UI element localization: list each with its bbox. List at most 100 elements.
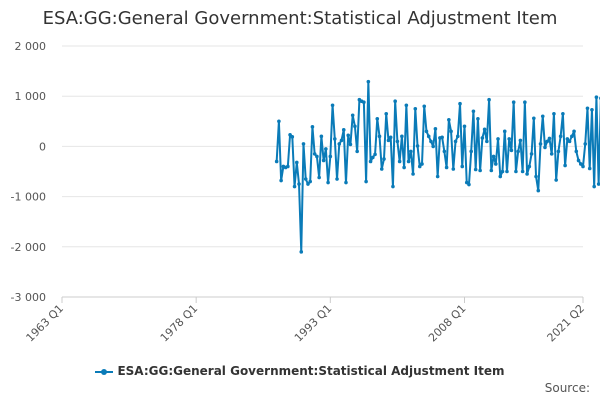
series-line xyxy=(275,80,600,253)
data-point xyxy=(333,137,337,141)
data-point xyxy=(473,167,478,172)
data-point xyxy=(339,138,344,143)
data-point xyxy=(502,129,507,134)
data-point xyxy=(509,148,514,153)
data-point xyxy=(547,136,552,141)
data-point xyxy=(388,135,393,140)
data-point xyxy=(411,172,415,176)
y-tick-label: 2 000 xyxy=(15,40,47,53)
data-point xyxy=(532,116,536,121)
data-point xyxy=(534,174,538,179)
data-point xyxy=(315,154,319,159)
data-point xyxy=(523,100,527,105)
data-point xyxy=(420,162,424,166)
data-point xyxy=(382,157,386,161)
data-point xyxy=(493,162,498,166)
x-tick-label: 1978 Q1 xyxy=(158,302,201,345)
data-point xyxy=(306,182,310,186)
data-point xyxy=(391,184,395,189)
data-point xyxy=(335,177,339,181)
data-point xyxy=(447,117,451,122)
data-point xyxy=(409,149,413,154)
data-point xyxy=(424,129,429,134)
data-point xyxy=(406,159,411,164)
data-point xyxy=(478,168,482,173)
data-point xyxy=(299,250,304,254)
data-point xyxy=(491,154,496,159)
data-point xyxy=(489,168,494,173)
x-tick-label: 1963 Q1 xyxy=(24,302,67,345)
data-point xyxy=(529,152,534,156)
data-point xyxy=(435,174,440,179)
data-point xyxy=(578,162,583,166)
data-point xyxy=(326,180,330,185)
data-point xyxy=(453,139,458,144)
data-point xyxy=(592,184,596,189)
data-point xyxy=(496,137,500,141)
data-point xyxy=(277,119,281,124)
data-point xyxy=(442,149,447,154)
data-point xyxy=(413,106,418,111)
data-point xyxy=(538,142,543,146)
data-point xyxy=(294,160,299,165)
data-point xyxy=(570,134,574,139)
data-point xyxy=(350,113,355,118)
x-tick-label: 2008 Q1 xyxy=(426,302,469,345)
data-point xyxy=(469,149,474,154)
data-point xyxy=(377,134,382,139)
data-point xyxy=(467,182,471,187)
data-point xyxy=(449,129,453,134)
y-tick-label: 0 xyxy=(39,140,46,153)
data-point xyxy=(364,179,368,184)
legend-label: ESA:GG:General Government:Statistical Ad… xyxy=(117,364,505,378)
data-point xyxy=(328,154,333,159)
data-point xyxy=(321,158,326,163)
data-point xyxy=(373,152,377,157)
data-point xyxy=(596,182,600,186)
data-point xyxy=(375,116,380,121)
data-point xyxy=(426,134,431,139)
data-point xyxy=(594,95,599,99)
data-point xyxy=(540,114,545,119)
data-point xyxy=(346,133,351,138)
data-point xyxy=(395,139,400,144)
data-point xyxy=(482,127,487,132)
data-point xyxy=(536,188,541,193)
data-point xyxy=(312,152,317,156)
data-point xyxy=(525,172,529,176)
data-point xyxy=(462,124,467,129)
data-point xyxy=(308,179,313,184)
data-point xyxy=(587,166,592,171)
data-point xyxy=(511,100,516,105)
source-label: Source: xyxy=(544,381,590,395)
data-point xyxy=(487,97,491,102)
data-point xyxy=(527,164,532,169)
data-point xyxy=(330,103,335,108)
series-layer xyxy=(274,79,600,254)
data-point xyxy=(431,144,435,149)
data-point xyxy=(558,134,563,139)
data-point xyxy=(556,149,561,154)
data-point xyxy=(368,159,373,164)
data-point xyxy=(433,127,438,131)
data-point xyxy=(458,101,462,106)
data-point xyxy=(549,152,554,156)
data-point xyxy=(545,139,550,144)
legend[interactable]: ESA:GG:General Government:Statistical Ad… xyxy=(0,364,600,378)
data-point xyxy=(516,149,520,154)
data-point xyxy=(397,159,402,164)
data-point xyxy=(393,99,397,104)
data-point xyxy=(572,129,576,134)
data-point xyxy=(565,137,570,141)
data-point xyxy=(440,135,444,140)
data-point xyxy=(317,175,321,180)
data-point xyxy=(567,139,572,144)
y-tick-label: -1 000 xyxy=(11,191,46,204)
data-point xyxy=(583,142,588,146)
data-point xyxy=(563,163,567,168)
data-point xyxy=(543,145,547,150)
chart-title: ESA:GG:General Government:Statistical Ad… xyxy=(42,8,558,29)
data-point xyxy=(355,149,359,154)
data-point xyxy=(400,134,404,139)
